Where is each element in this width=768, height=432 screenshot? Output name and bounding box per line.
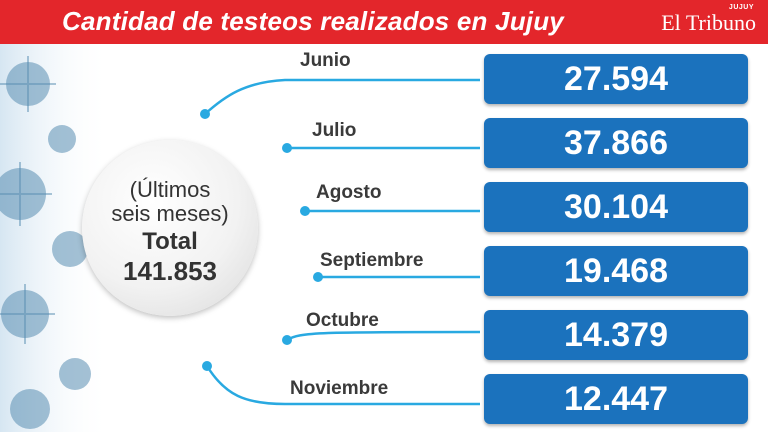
virus-background-image xyxy=(0,44,110,432)
page-title: Cantidad de testeos realizados en Jujuy xyxy=(62,6,564,36)
brand-logo: El Tribuno xyxy=(661,10,756,35)
value-label-noviembre: 12.447 xyxy=(564,380,668,418)
value-box-septiembre: 19.468 xyxy=(484,246,748,296)
connector-dot-julio xyxy=(282,143,292,153)
value-box-noviembre: 12.447 xyxy=(484,374,748,424)
month-label-julio: Julio xyxy=(312,120,357,141)
month-label-noviembre: Noviembre xyxy=(290,378,389,399)
month-label-octubre: Octubre xyxy=(306,310,379,331)
value-box-octubre: 14.379 xyxy=(484,310,748,360)
value-box-junio: 27.594 xyxy=(484,54,748,104)
value-label-junio: 27.594 xyxy=(564,60,668,98)
header-banner: Cantidad de testeos realizados en Jujuy … xyxy=(0,0,768,44)
brand-region: JUJUY xyxy=(728,4,754,11)
value-label-julio: 37.866 xyxy=(564,124,668,162)
connector-dot-septiembre xyxy=(313,272,323,282)
summary-text: (Últimos seis meses) Total 141.853 xyxy=(82,177,258,287)
summary-subtitle-line1: (Últimos xyxy=(129,177,211,202)
connector-dot-octubre xyxy=(282,335,292,345)
summary-circle xyxy=(82,140,258,316)
connector-line-octubre xyxy=(286,330,481,342)
month-label-agosto: Agosto xyxy=(316,182,382,203)
value-label-agosto: 30.104 xyxy=(564,188,668,226)
connector-line-junio xyxy=(204,78,480,115)
value-label-octubre: 14.379 xyxy=(564,316,668,354)
month-label-septiembre: Septiembre xyxy=(320,250,424,271)
connector-dot-agosto xyxy=(300,206,310,216)
connector-dot-noviembre xyxy=(202,361,212,371)
summary-subtitle-line2: seis meses) xyxy=(111,201,229,226)
value-box-julio: 37.866 xyxy=(484,118,748,168)
summary-total-label: Total xyxy=(142,228,198,255)
month-label-junio: Junio xyxy=(300,50,351,71)
value-label-septiembre: 19.468 xyxy=(564,252,668,290)
connector-dot-junio xyxy=(200,109,210,119)
value-box-agosto: 30.104 xyxy=(484,182,748,232)
summary-total-value: 141.853 xyxy=(123,256,217,286)
